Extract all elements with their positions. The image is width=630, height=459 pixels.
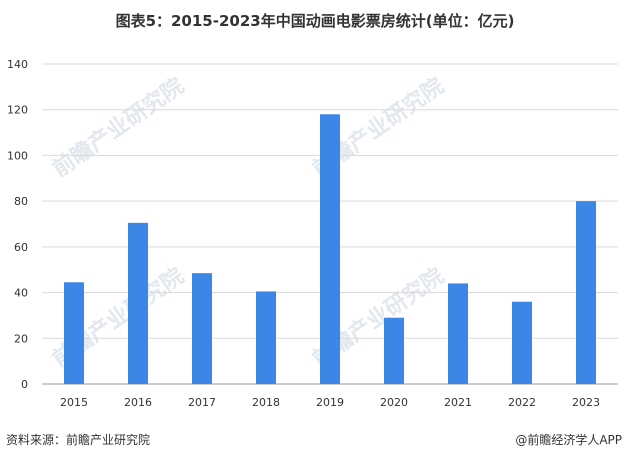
bar-2018 bbox=[256, 291, 276, 384]
y-tick-label: 40 bbox=[14, 287, 28, 300]
brand-credit: @前瞻经济学人APP bbox=[515, 433, 622, 447]
y-tick-label: 60 bbox=[14, 241, 28, 254]
bar-2023 bbox=[576, 201, 596, 384]
x-tick-label: 2017 bbox=[188, 396, 216, 409]
bar-2016 bbox=[128, 222, 148, 384]
bar-2017 bbox=[192, 273, 212, 384]
x-tick-label: 2015 bbox=[60, 396, 88, 409]
bar-2019 bbox=[320, 114, 340, 385]
bar-2022 bbox=[512, 301, 532, 384]
source-note: 资料来源：前瞻产业研究院 bbox=[6, 433, 151, 447]
bar-2020 bbox=[384, 317, 404, 384]
x-tick-label: 2018 bbox=[252, 396, 280, 409]
y-axis-ticks: 0 20 40 60 80 100 120 140 bbox=[7, 58, 28, 391]
bar-2021 bbox=[448, 283, 468, 384]
x-tick-label: 2023 bbox=[572, 396, 600, 409]
y-tick-label: 120 bbox=[7, 104, 28, 117]
y-tick-label: 0 bbox=[21, 378, 28, 391]
bars bbox=[64, 114, 596, 385]
x-tick-label: 2020 bbox=[380, 396, 408, 409]
y-tick-label: 100 bbox=[7, 149, 28, 162]
x-tick-label: 2019 bbox=[316, 396, 344, 409]
y-tick-label: 20 bbox=[14, 332, 28, 345]
y-tick-label: 140 bbox=[7, 58, 28, 71]
chart-title: 图表5：2015-2023年中国动画电影票房统计(单位：亿元) bbox=[115, 12, 515, 30]
x-axis-ticks: 2015 2016 2017 2018 2019 2020 2021 2022 2023 bbox=[60, 396, 600, 409]
x-tick-label: 2016 bbox=[124, 396, 152, 409]
x-tick-label: 2021 bbox=[444, 396, 472, 409]
y-tick-label: 80 bbox=[14, 195, 28, 208]
x-tick-label: 2022 bbox=[508, 396, 536, 409]
bar-2015 bbox=[64, 282, 84, 384]
